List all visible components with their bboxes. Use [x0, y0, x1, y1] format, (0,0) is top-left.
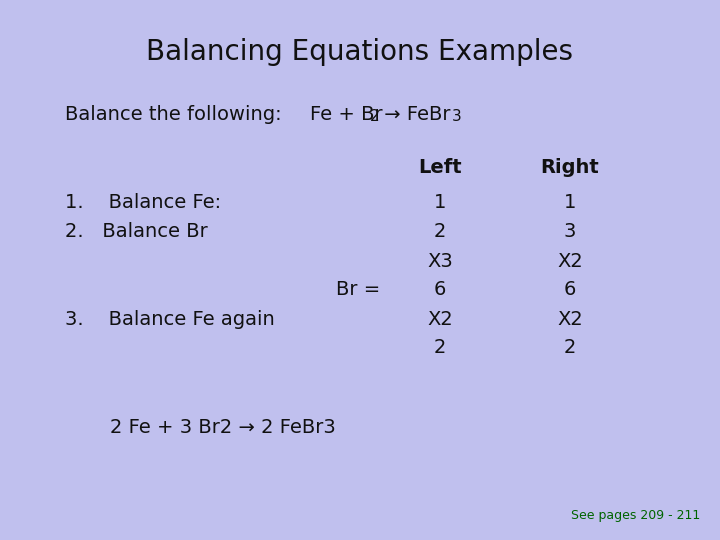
Text: 1.    Balance Fe:: 1. Balance Fe:: [65, 193, 221, 212]
Text: Left: Left: [418, 158, 462, 177]
Text: X2: X2: [557, 310, 583, 329]
Text: Right: Right: [541, 158, 599, 177]
Text: X2: X2: [557, 252, 583, 271]
Text: Fe + Br: Fe + Br: [310, 105, 382, 124]
Text: 1: 1: [564, 193, 576, 212]
Text: Balance the following:: Balance the following:: [65, 105, 282, 124]
Text: 6: 6: [564, 280, 576, 299]
Text: See pages 209 - 211: See pages 209 - 211: [571, 509, 700, 522]
Text: 2: 2: [434, 338, 446, 357]
Text: 2: 2: [564, 338, 576, 357]
Text: 2: 2: [370, 109, 379, 124]
Text: 2: 2: [434, 222, 446, 241]
Text: 2.   Balance Br: 2. Balance Br: [65, 222, 208, 241]
Text: X2: X2: [427, 310, 453, 329]
Text: 1: 1: [434, 193, 446, 212]
Text: 3: 3: [564, 222, 576, 241]
Text: Balancing Equations Examples: Balancing Equations Examples: [146, 38, 574, 66]
Text: X3: X3: [427, 252, 453, 271]
Text: 2 Fe + 3 Br2 → 2 FeBr3: 2 Fe + 3 Br2 → 2 FeBr3: [110, 418, 336, 437]
Text: 3: 3: [452, 109, 462, 124]
Text: 6: 6: [434, 280, 446, 299]
Text: 3.    Balance Fe again: 3. Balance Fe again: [65, 310, 275, 329]
Text: → FeBr: → FeBr: [378, 105, 451, 124]
Text: Br =: Br =: [336, 280, 380, 299]
